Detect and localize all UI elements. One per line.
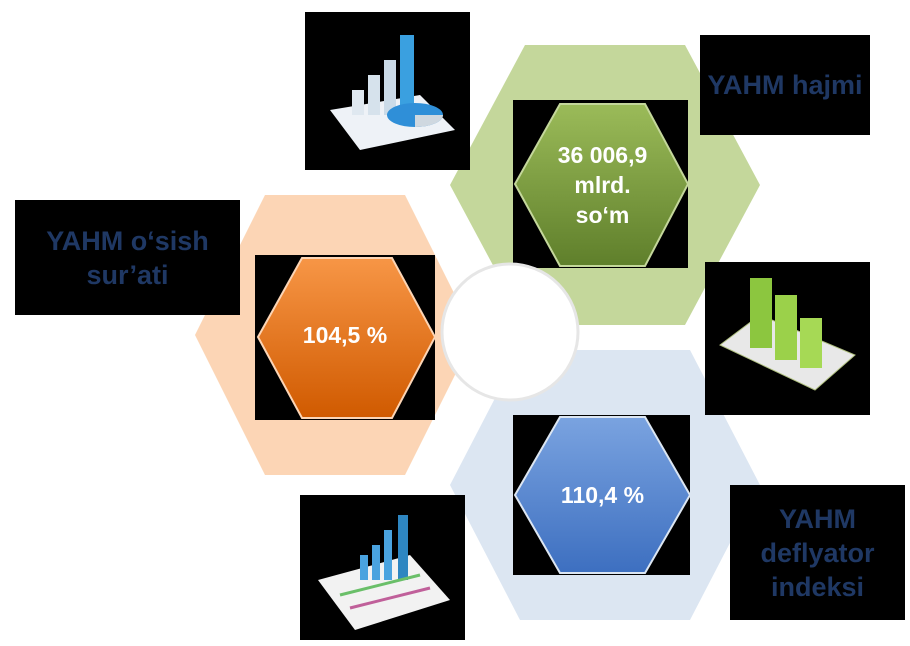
label: YAHM hajmi [700,35,870,135]
value: 36 006,9 mlrd. so‘m [557,142,648,228]
label: YAHM deflyator indeksi [730,485,905,620]
icon-report [318,515,450,630]
icon-bars [719,278,856,391]
label: YAHM o‘sish sur’ati [15,200,240,315]
value: 110,4 % [560,482,645,508]
icon-chart [330,35,455,150]
center-circle [440,262,580,402]
hex-green [513,103,690,267]
hex-orange [256,257,437,419]
value: 104,5 % [302,322,388,348]
hex-blue [513,416,692,574]
